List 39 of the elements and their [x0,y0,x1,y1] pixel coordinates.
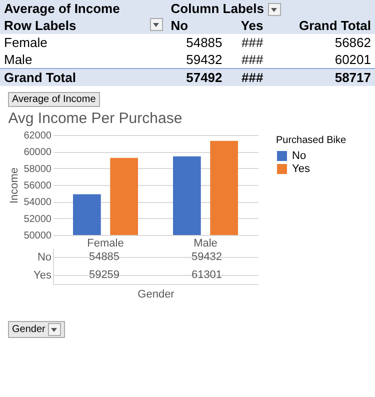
text: ### [242,52,264,68]
text: ### [242,70,264,86]
legend-label: No [292,150,306,162]
y-tick-label: 52000 [24,214,52,225]
y-axis-title: Income [8,168,21,204]
text: 60201 [334,52,371,68]
legend-title: Purchased Bike [276,135,346,146]
data-label: 54885 [88,251,120,264]
y-tick-label: 50000 [24,230,52,242]
text: Row Labels [0,17,167,34]
y-tick-label: 60000 [24,147,52,158]
y-tick-label: 62000 [24,130,52,142]
category-label: Female [4,35,48,50]
category-label: Male [4,52,32,68]
text: 58717 [334,70,371,86]
text: Gender [8,321,66,338]
text: ### [242,35,264,50]
text: Average of Income [8,92,100,108]
category-label: Yes [226,17,268,34]
category-label: No [166,17,226,34]
y-tick-label: 58000 [24,164,52,175]
category-label: Grand Total [267,17,375,34]
text: Yes [34,270,52,282]
legend-label: Yes [292,163,310,176]
text: Column Labels [166,0,375,18]
text: 56862 [334,35,371,50]
text: 59432 [186,52,222,68]
data-label: 59432 [191,251,222,264]
text: No [37,252,52,264]
category-label: Grand Total [4,70,76,86]
y-tick-label: 56000 [24,180,52,192]
y-tick-label: 54000 [24,197,52,208]
text: 57492 [186,70,222,86]
text: Average of Income [0,0,167,18]
data-label: 59259 [88,269,120,282]
text: 54885 [186,35,222,50]
x-axis-title: Gender [138,288,175,301]
chart-title: Avg Income Per Purchase [8,110,182,128]
data-label: 61301 [191,269,222,282]
